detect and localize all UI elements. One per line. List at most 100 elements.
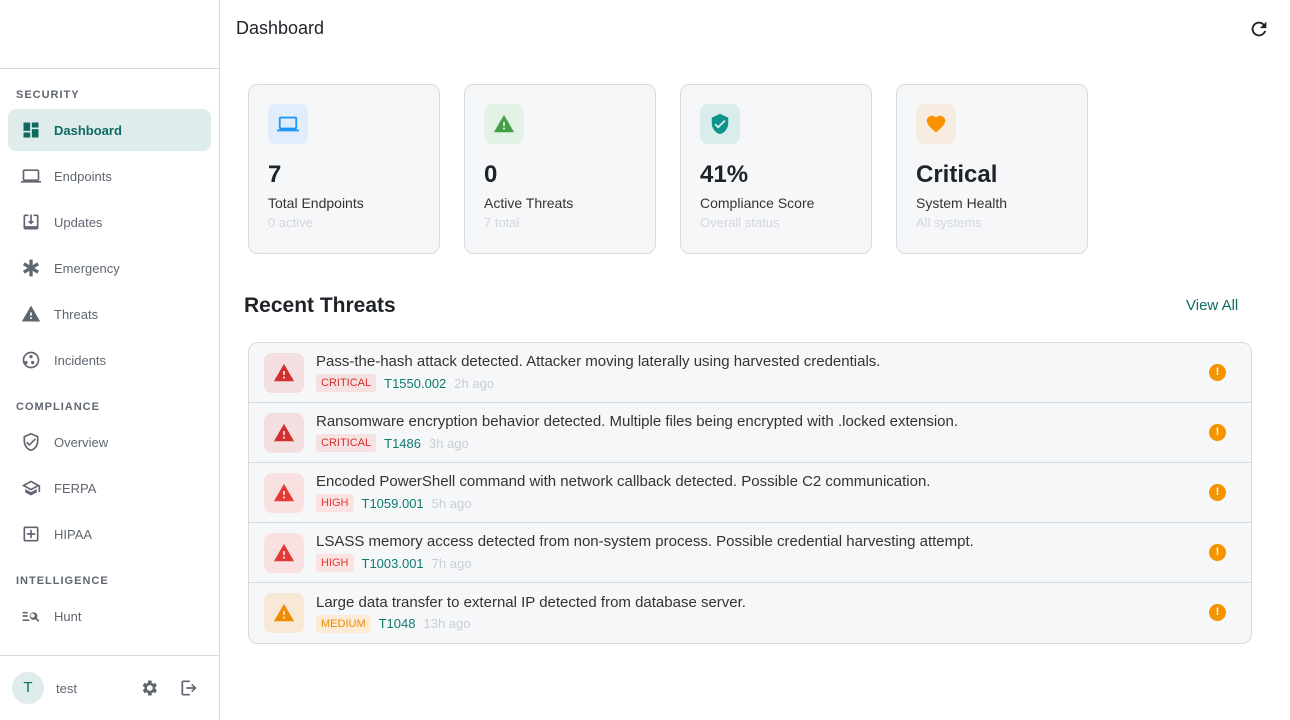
hunt-icon: [22, 611, 40, 622]
status-alert-icon[interactable]: !: [1209, 424, 1226, 441]
card-subtext: Overall status: [700, 215, 780, 230]
user-footer: T test: [0, 655, 219, 720]
threat-icon-box: [264, 352, 304, 393]
card-subtext: All systems: [916, 215, 982, 230]
sidebar-header: [0, 0, 219, 69]
section-intelligence: INTELLIGENCE: [16, 575, 109, 587]
sidebar-item-incidents[interactable]: Incidents: [8, 339, 211, 381]
technique-id[interactable]: T1486: [384, 435, 421, 451]
card-label: Total Endpoints: [268, 195, 364, 211]
status-alert-icon[interactable]: !: [1209, 484, 1226, 501]
card-subtext: 0 active: [268, 215, 313, 230]
medical-icon: [23, 526, 39, 542]
sidebar-item-emergency[interactable]: Emergency: [8, 247, 211, 289]
sidebar-item-label: Threats: [54, 306, 99, 322]
threat-row[interactable]: Encoded PowerShell command with network …: [249, 463, 1251, 523]
sidebar-item-threats[interactable]: Threats: [8, 293, 211, 335]
sidebar-item-ferpa[interactable]: FERPA: [8, 467, 211, 509]
warning-icon: [273, 363, 295, 381]
sidebar-item-hipaa[interactable]: HIPAA: [8, 513, 211, 555]
sidebar-item-label: Endpoints: [54, 168, 112, 184]
warning-icon: [21, 305, 41, 322]
card-icon-box: [916, 104, 956, 144]
section-compliance: COMPLIANCE: [16, 401, 100, 413]
threat-icon-box: [264, 412, 304, 453]
sidebar: SECURITY Dashboard Endpoints Updates Eme…: [0, 0, 220, 720]
card-compliance-score[interactable]: 41% Compliance Score Overall status: [680, 84, 872, 254]
threat-message: Large data transfer to external IP detec…: [316, 593, 746, 611]
user-name: test: [56, 680, 77, 696]
card-label: Compliance Score: [700, 195, 815, 211]
page-title: Dashboard: [236, 18, 325, 38]
threat-row[interactable]: LSASS memory access detected from non-sy…: [249, 523, 1251, 583]
threat-row[interactable]: Ransomware encryption behavior detected.…: [249, 403, 1251, 463]
severity-badge: HIGH: [316, 554, 354, 572]
status-alert-icon[interactable]: !: [1209, 364, 1226, 381]
sidebar-item-hunt[interactable]: Hunt: [8, 595, 211, 637]
threat-message: Ransomware encryption behavior detected.…: [316, 413, 959, 430]
card-active-threats[interactable]: 0 Active Threats 7 total: [464, 84, 656, 254]
technique-id[interactable]: T1550.002: [384, 375, 447, 391]
download-icon: [23, 214, 39, 230]
sidebar-item-label: Hunt: [54, 608, 82, 624]
sidebar-item-label: FERPA: [54, 480, 97, 496]
timestamp: 5h ago: [431, 495, 472, 511]
threat-list: Pass-the-hash attack detected. Attacker …: [248, 342, 1252, 644]
sidebar-item-label: Overview: [54, 434, 109, 450]
warning-icon: [493, 114, 515, 133]
sidebar-item-label: Dashboard: [54, 122, 122, 138]
sidebar-item-label: Updates: [54, 214, 103, 230]
warning-icon: [273, 543, 295, 561]
threat-message: Encoded PowerShell command with network …: [316, 473, 931, 490]
card-icon-box: [268, 104, 308, 144]
warning-icon: [273, 603, 295, 622]
sidebar-item-overview[interactable]: Overview: [8, 421, 211, 463]
severity-badge: CRITICAL: [316, 374, 377, 392]
shield-icon: [23, 432, 39, 452]
threat-row[interactable]: Pass-the-hash attack detected. Attacker …: [249, 343, 1251, 403]
logout-icon[interactable]: [179, 678, 199, 698]
settings-icon[interactable]: [139, 678, 159, 698]
avatar[interactable]: T: [12, 672, 44, 704]
threat-message: Pass-the-hash attack detected. Attacker …: [316, 353, 881, 370]
card-system-health[interactable]: Critical System Health All systems: [896, 84, 1088, 254]
sidebar-item-dashboard[interactable]: Dashboard: [8, 109, 211, 151]
sidebar-item-label: HIPAA: [54, 526, 93, 542]
sidebar-item-updates[interactable]: Updates: [8, 201, 211, 243]
threat-icon-box: [264, 532, 304, 573]
school-icon: [21, 480, 41, 496]
card-label: Active Threats: [484, 195, 574, 211]
asterisk-icon: [23, 259, 39, 277]
timestamp: 7h ago: [431, 555, 472, 571]
card-value: 7: [268, 161, 282, 188]
card-icon-box: [484, 104, 524, 144]
sidebar-item-endpoints[interactable]: Endpoints: [8, 155, 211, 197]
threat-icon-box: [264, 593, 304, 633]
main-content: Dashboard 7 Total Endpoints 0 active 0 A…: [220, 0, 1290, 720]
heart-icon: [926, 115, 946, 133]
warning-icon: [273, 483, 295, 501]
threat-row[interactable]: Large data transfer to external IP detec…: [249, 583, 1251, 643]
card-total-endpoints[interactable]: 7 Total Endpoints 0 active: [248, 84, 440, 254]
severity-badge: HIGH: [316, 494, 354, 512]
card-subtext: 7 total: [484, 215, 520, 230]
technique-id[interactable]: T1003.001: [361, 555, 424, 571]
sidebar-item-label: Emergency: [54, 260, 120, 276]
refresh-icon[interactable]: [1248, 18, 1270, 40]
timestamp: 13h ago: [423, 616, 471, 631]
incidents-icon: [22, 351, 40, 369]
stats-cards: 7 Total Endpoints 0 active 0 Active Thre…: [248, 84, 1088, 254]
sidebar-item-label: Incidents: [54, 352, 107, 368]
timestamp: 2h ago: [454, 375, 495, 391]
severity-badge: CRITICAL: [316, 434, 377, 452]
card-value: 0: [484, 161, 498, 188]
technique-id[interactable]: T1048: [378, 616, 416, 631]
section-security: SECURITY: [16, 89, 80, 101]
technique-id[interactable]: T1059.001: [361, 495, 424, 511]
status-alert-icon[interactable]: !: [1209, 544, 1226, 561]
timestamp: 3h ago: [429, 435, 469, 451]
view-all-link[interactable]: View All: [1186, 297, 1239, 314]
severity-badge: MEDIUM: [316, 614, 371, 633]
warning-icon: [273, 423, 295, 441]
status-alert-icon[interactable]: !: [1209, 604, 1226, 621]
